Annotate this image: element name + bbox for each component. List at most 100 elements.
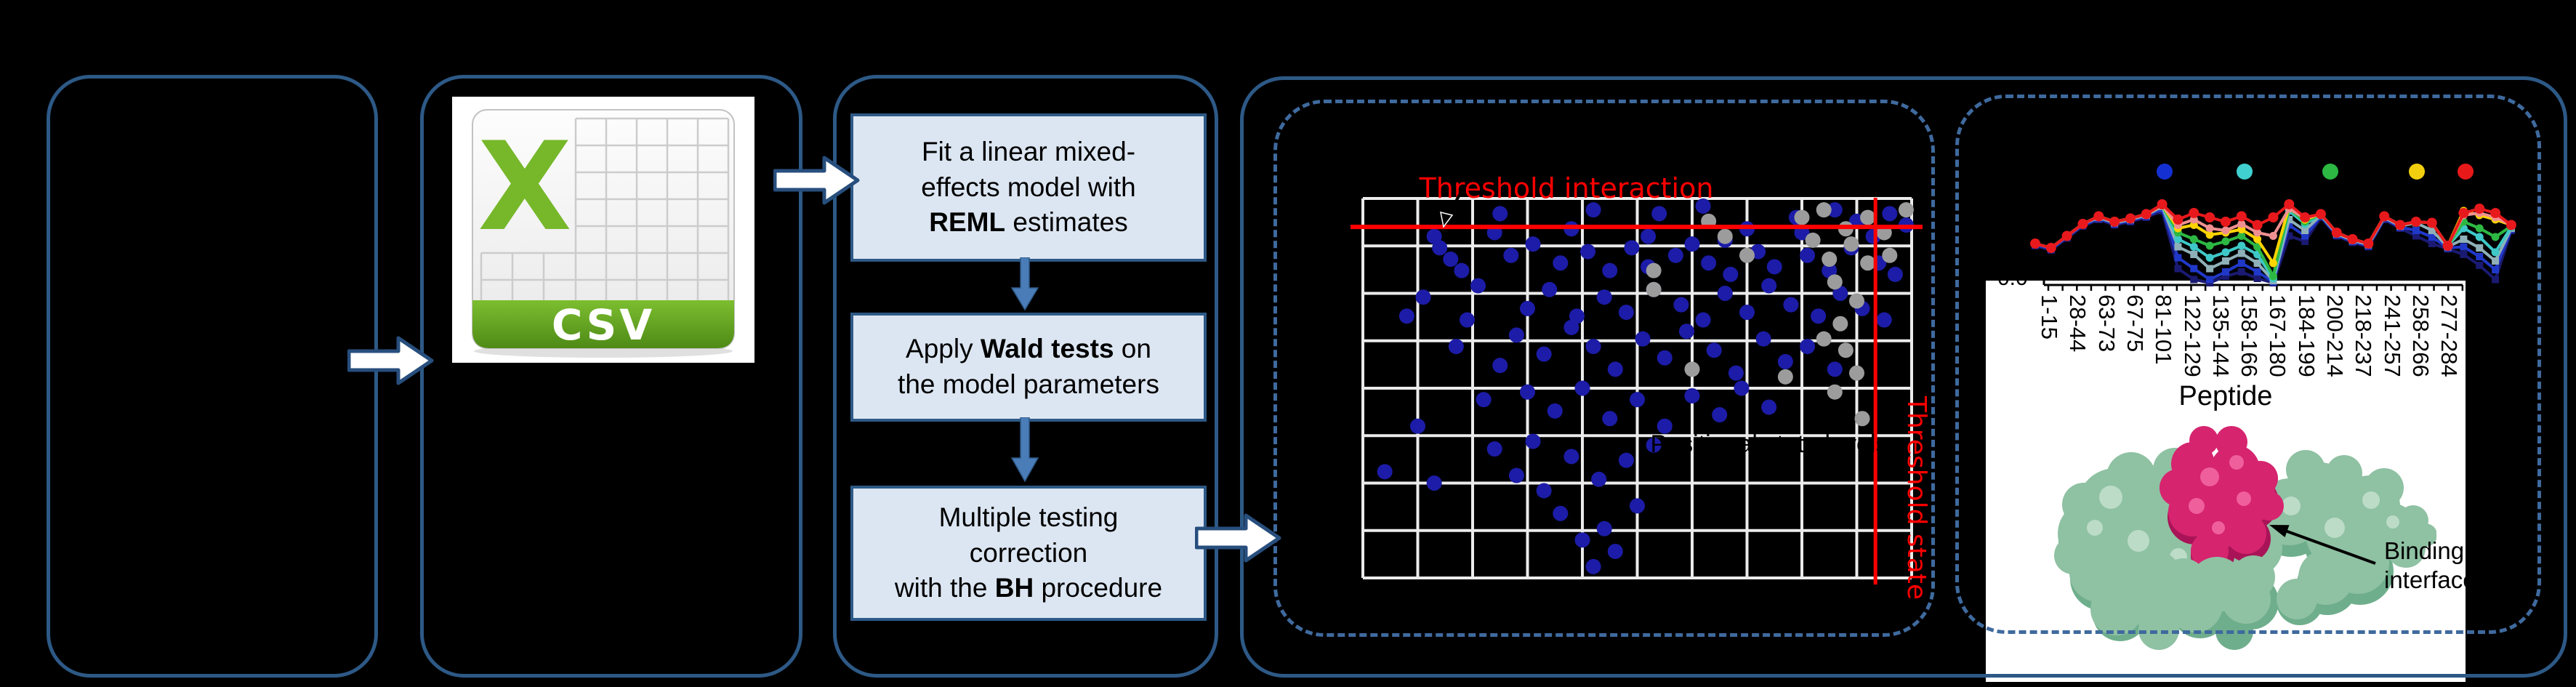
scatter-point bbox=[1701, 255, 1717, 271]
step2-line2: the model parameters bbox=[898, 369, 1159, 399]
series-marker bbox=[2269, 272, 2277, 281]
scatter-point bbox=[1596, 521, 1612, 537]
scatter-point bbox=[1520, 300, 1535, 316]
scatter-point bbox=[1838, 342, 1853, 358]
scatter-point bbox=[1822, 262, 1838, 278]
scatter-point bbox=[1695, 198, 1711, 214]
scatter-point bbox=[1536, 483, 1552, 499]
series-marker bbox=[2475, 224, 2484, 233]
step1-post: estimates bbox=[1005, 207, 1128, 238]
scatter-point bbox=[1492, 206, 1508, 222]
series-marker bbox=[2173, 214, 2183, 225]
protein-structure-image bbox=[2054, 426, 2436, 650]
scatter-point bbox=[1684, 361, 1700, 377]
scatter-point bbox=[1630, 392, 1645, 408]
panel-statistics bbox=[833, 75, 1218, 678]
series-marker bbox=[2474, 204, 2485, 214]
step3-pre: with the bbox=[894, 573, 995, 603]
line-chart-legend bbox=[2157, 164, 2474, 180]
series-marker bbox=[2252, 220, 2263, 230]
scatter-point bbox=[1553, 505, 1569, 521]
scatter-point bbox=[1734, 380, 1750, 396]
scatter-point bbox=[1695, 312, 1711, 328]
threshold-interaction-label: Threshold interaction bbox=[1419, 172, 1714, 204]
series-marker bbox=[2220, 217, 2231, 227]
csv-file-icon: X CSV bbox=[452, 97, 754, 363]
step-wald-box: Apply Wald tests on the model parameters bbox=[850, 313, 1207, 422]
scatter-point bbox=[1607, 543, 1623, 559]
threshold-annotation-arrowhead bbox=[1440, 211, 1454, 228]
scatter-point bbox=[1739, 305, 1755, 321]
series-marker bbox=[2410, 217, 2421, 227]
series-marker bbox=[2125, 213, 2136, 224]
scatter-point bbox=[1618, 305, 1634, 321]
series-marker bbox=[2077, 219, 2088, 229]
step3-bold: BH bbox=[994, 573, 1034, 603]
scatter-point bbox=[1542, 281, 1558, 297]
scatter-point bbox=[1827, 384, 1843, 400]
series-marker bbox=[2189, 208, 2199, 218]
series-marker bbox=[2492, 276, 2500, 284]
series-marker bbox=[2236, 211, 2247, 222]
scatter-point bbox=[1651, 206, 1667, 222]
scatter-point bbox=[1580, 244, 1596, 260]
scatter-point bbox=[1673, 297, 1689, 313]
scatter-point bbox=[1849, 365, 1864, 381]
scatter-point bbox=[1684, 236, 1700, 252]
series-marker bbox=[2205, 241, 2214, 250]
series-marker bbox=[2205, 230, 2214, 239]
scatter-point bbox=[1755, 331, 1771, 347]
series-marker bbox=[2221, 248, 2230, 257]
arrow-input-to-csv bbox=[347, 336, 434, 385]
series-marker bbox=[2221, 273, 2229, 280]
scatter-point bbox=[1563, 449, 1579, 465]
scatter-point bbox=[1563, 319, 1579, 335]
scatter-point bbox=[1800, 339, 1816, 355]
dashed-box-peptide bbox=[1955, 95, 2541, 634]
step-bh-box: Multiple testing correction with the BH … bbox=[850, 486, 1207, 621]
step1-bold: REML bbox=[929, 207, 1006, 238]
series-marker bbox=[2157, 199, 2168, 209]
scatter-point bbox=[1585, 339, 1601, 355]
dashed-box-scatter bbox=[1273, 100, 1935, 637]
legend-dot bbox=[2409, 164, 2425, 180]
scatter-point bbox=[1887, 266, 1903, 282]
series-marker bbox=[2221, 226, 2230, 235]
line-series-red bbox=[2030, 199, 2516, 253]
scatter-point bbox=[1459, 312, 1475, 328]
scatter-point bbox=[1569, 308, 1585, 324]
scatter-point bbox=[1657, 418, 1673, 434]
series-marker bbox=[2205, 212, 2215, 222]
series-marker bbox=[2174, 265, 2182, 273]
series-marker bbox=[2428, 233, 2436, 241]
series-marker bbox=[2460, 243, 2468, 251]
scatter-point bbox=[1432, 240, 1448, 256]
series-marker bbox=[2426, 217, 2437, 228]
scatter-point bbox=[1854, 411, 1870, 427]
scatter-point bbox=[1684, 387, 1700, 403]
scatter-point bbox=[1860, 255, 1876, 271]
scatter-point bbox=[1849, 293, 1864, 309]
scatter-point bbox=[1641, 228, 1657, 244]
binding-interface-arrow bbox=[2285, 529, 2376, 565]
scatter-point bbox=[1832, 316, 1848, 332]
series-marker bbox=[2492, 257, 2500, 265]
series-marker bbox=[2109, 217, 2120, 227]
series-marker bbox=[2190, 276, 2198, 284]
scatter-point bbox=[1723, 266, 1739, 282]
scatter-point bbox=[1585, 202, 1601, 218]
scatter-point bbox=[1486, 441, 1502, 457]
threshold-annotation-arrow bbox=[1445, 189, 1464, 219]
scatter-point bbox=[1761, 399, 1777, 415]
scatter-point bbox=[1426, 475, 1442, 491]
series-marker bbox=[2442, 241, 2453, 251]
scatter-point bbox=[1816, 331, 1832, 347]
scatter-point bbox=[1553, 255, 1569, 271]
series-marker bbox=[2205, 254, 2214, 262]
step1-line2: effects model with bbox=[921, 172, 1136, 202]
legend-dot bbox=[2157, 164, 2173, 180]
series-marker bbox=[2045, 243, 2056, 253]
series-marker bbox=[2285, 216, 2293, 223]
excel-x-glyph: X bbox=[478, 116, 572, 258]
series-marker bbox=[2237, 268, 2245, 276]
